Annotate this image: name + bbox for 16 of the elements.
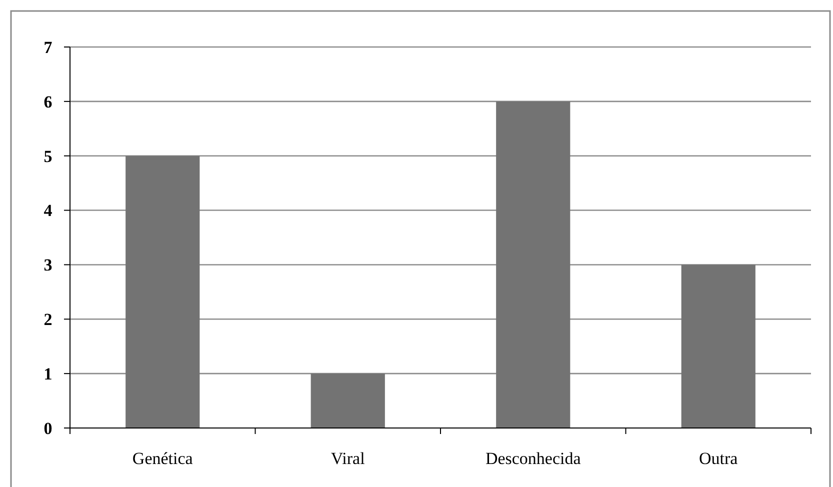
y-tick-label: 3: [44, 256, 52, 275]
y-tick-label: 4: [44, 201, 53, 220]
x-tick-label: Outra: [699, 449, 738, 468]
bar: [496, 101, 570, 428]
bar: [310, 374, 385, 428]
y-tick-label: 7: [44, 38, 53, 57]
bar: [126, 156, 200, 428]
y-tick-label: 2: [44, 310, 52, 330]
y-tick-label: 5: [44, 146, 52, 166]
x-tick-label: Viral: [330, 449, 366, 468]
y-tick-label: 0: [44, 418, 52, 438]
bar: [681, 264, 756, 428]
y-tick-label: 6: [44, 92, 52, 112]
y-tick-label: 1: [44, 364, 52, 384]
x-tick-label: Genética: [132, 449, 194, 468]
x-tick-label: Desconhecida: [485, 449, 582, 468]
